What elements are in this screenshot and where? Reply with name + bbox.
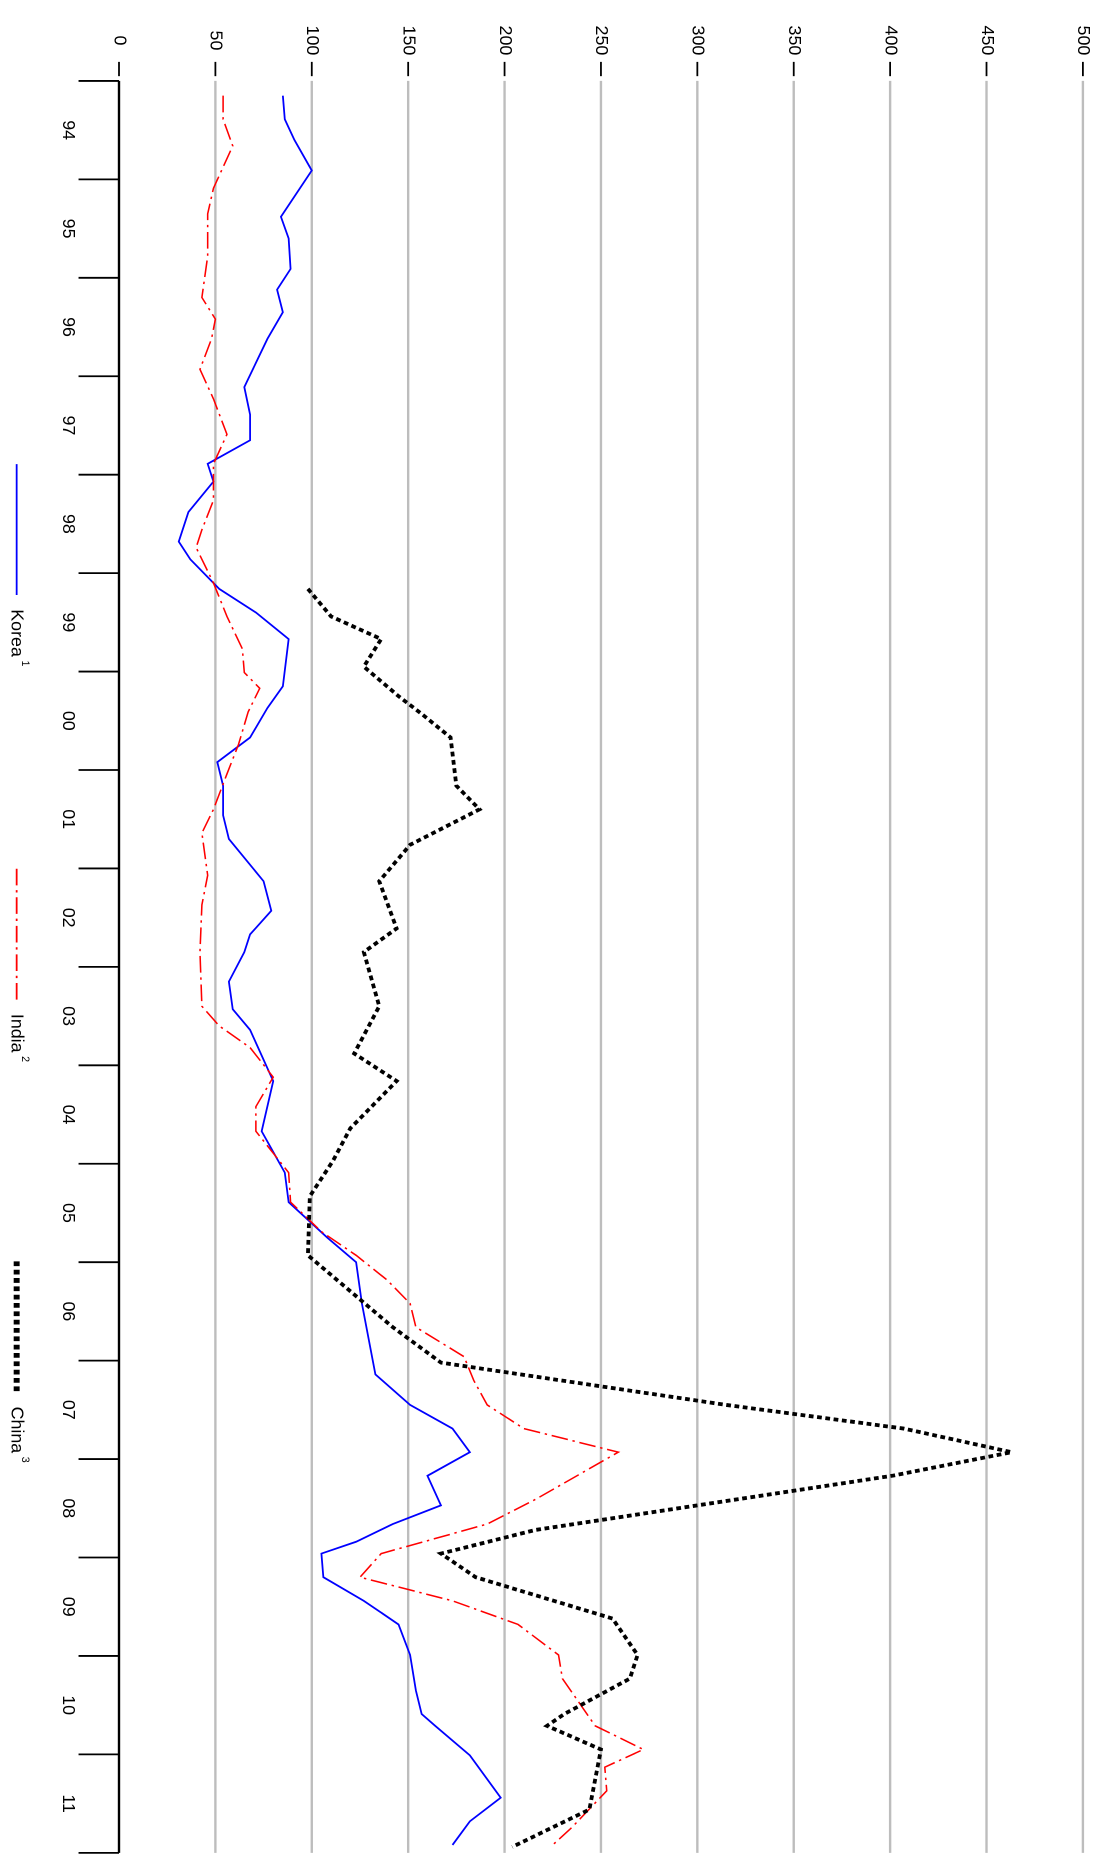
x-tick-label: 95 — [59, 219, 79, 239]
x-tick-label: 96 — [59, 317, 79, 337]
x-tick-label: 00 — [59, 711, 79, 731]
x-tick-label: 03 — [59, 1006, 79, 1026]
x-tick-label: 04 — [59, 1105, 79, 1125]
x-tick-label: 08 — [59, 1498, 79, 1518]
x-tick-label: 05 — [59, 1203, 79, 1223]
y-tick-label: 500 — [1074, 26, 1094, 56]
series-line — [177, 95, 502, 1846]
x-tick-label: 07 — [59, 1400, 79, 1420]
y-tick-label: 100 — [303, 26, 323, 56]
legend-label: China 3 — [8, 1407, 31, 1463]
legend-name: India — [8, 1014, 28, 1053]
y-tick-label: 350 — [785, 26, 805, 56]
x-tick-label: 11 — [59, 1794, 79, 1813]
y-tick-label: 150 — [399, 26, 419, 56]
y-tick-label: 200 — [496, 26, 516, 56]
legend-name: Korea — [8, 609, 28, 657]
y-tick-label: 0 — [110, 35, 130, 45]
legend-note: 2 — [19, 1056, 31, 1062]
x-tick-label: 97 — [59, 416, 79, 436]
series-line — [305, 587, 1012, 1849]
x-tick-label: 09 — [59, 1597, 79, 1617]
y-tick-label: 50 — [207, 31, 227, 51]
x-tick-label: 98 — [59, 514, 79, 534]
series-line — [195, 95, 646, 1846]
x-tick-label: 10 — [59, 1695, 79, 1715]
y-tick-label: 400 — [881, 26, 901, 56]
x-tick-label: 99 — [59, 612, 79, 632]
legend-name: China — [8, 1407, 28, 1454]
x-tick-label: 02 — [59, 908, 79, 928]
y-tick-label: 250 — [592, 26, 612, 56]
legend-label: Korea 1 — [8, 609, 31, 666]
x-tick-label: 01 — [59, 809, 79, 829]
y-tick-label: 300 — [689, 26, 709, 56]
plot: 0 50 100 150 200 250 300 350 400 450 5009495969798… — [8, 26, 1094, 1854]
legend-note: 3 — [19, 1457, 31, 1463]
x-tick-label: 94 — [59, 120, 79, 140]
x-tick-label: 06 — [59, 1301, 79, 1321]
y-tick-label: 450 — [978, 26, 998, 56]
legend-label: India 2 — [8, 1014, 31, 1062]
legend-note: 1 — [19, 660, 31, 666]
